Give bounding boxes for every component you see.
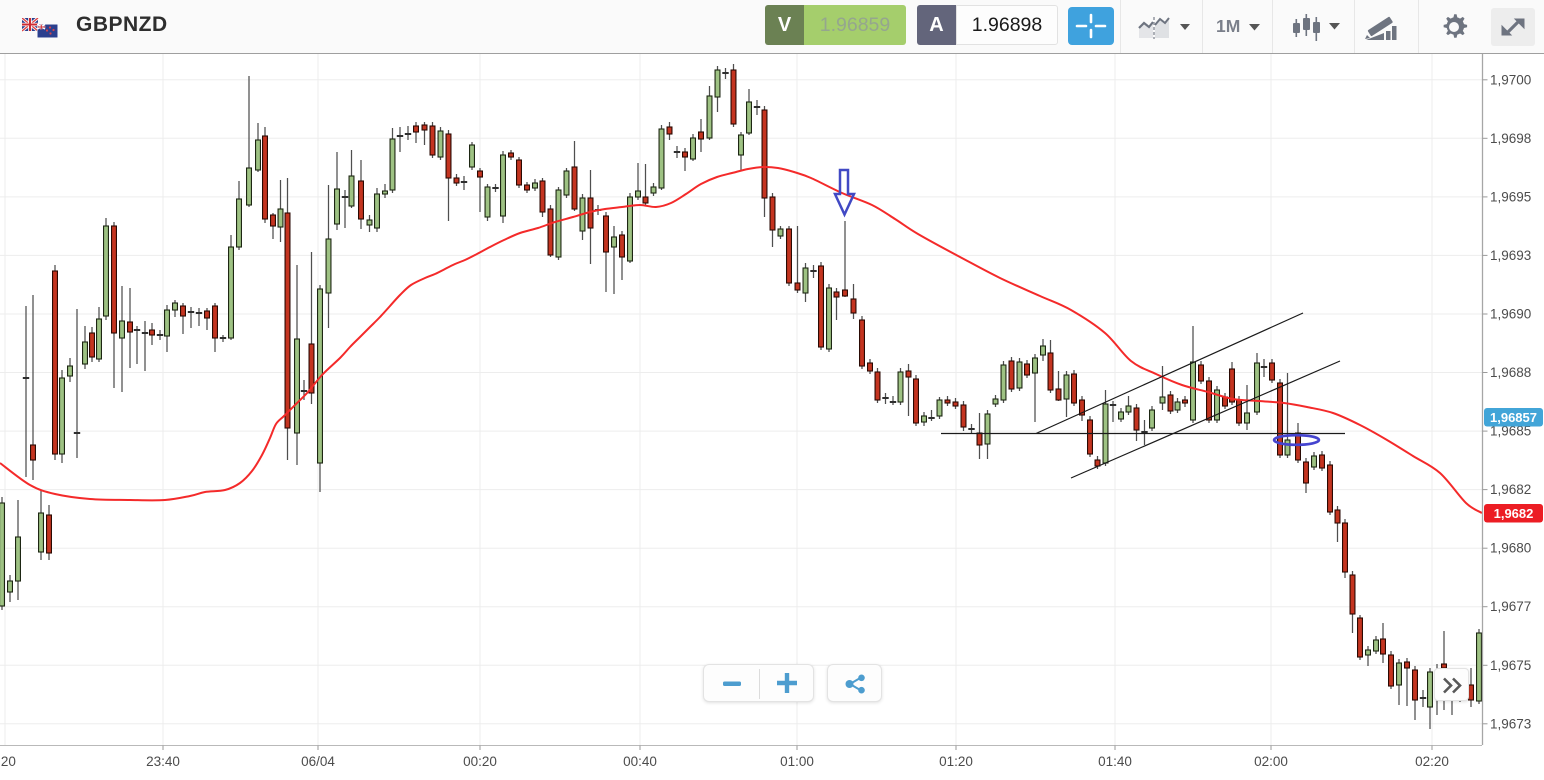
svg-text:1,9698: 1,9698 — [1490, 131, 1531, 146]
svg-text:1,9682: 1,9682 — [1494, 506, 1534, 521]
svg-text:1,9673: 1,9673 — [1490, 716, 1531, 731]
svg-text:23:20: 23:20 — [0, 754, 16, 769]
svg-text:1,9693: 1,9693 — [1490, 248, 1531, 263]
svg-text:23:40: 23:40 — [146, 754, 180, 769]
svg-text:1,9682: 1,9682 — [1490, 482, 1531, 497]
svg-text:1,96857: 1,96857 — [1490, 410, 1537, 425]
svg-text:00:40: 00:40 — [623, 754, 657, 769]
svg-text:02:00: 02:00 — [1254, 754, 1288, 769]
svg-text:1,9680: 1,9680 — [1490, 541, 1531, 556]
svg-text:1,9695: 1,9695 — [1490, 189, 1531, 204]
svg-text:00:20: 00:20 — [463, 754, 497, 769]
svg-text:1,9688: 1,9688 — [1490, 365, 1531, 380]
svg-text:06/04: 06/04 — [301, 754, 335, 769]
svg-text:1,9690: 1,9690 — [1490, 307, 1531, 322]
svg-text:1,9685: 1,9685 — [1490, 424, 1531, 439]
svg-text:01:20: 01:20 — [939, 754, 973, 769]
svg-text:01:40: 01:40 — [1098, 754, 1132, 769]
svg-text:1,9675: 1,9675 — [1490, 658, 1531, 673]
svg-text:1,9700: 1,9700 — [1490, 72, 1531, 87]
svg-text:01:00: 01:00 — [780, 754, 814, 769]
svg-text:1,9677: 1,9677 — [1490, 599, 1531, 614]
svg-text:02:20: 02:20 — [1415, 754, 1449, 769]
